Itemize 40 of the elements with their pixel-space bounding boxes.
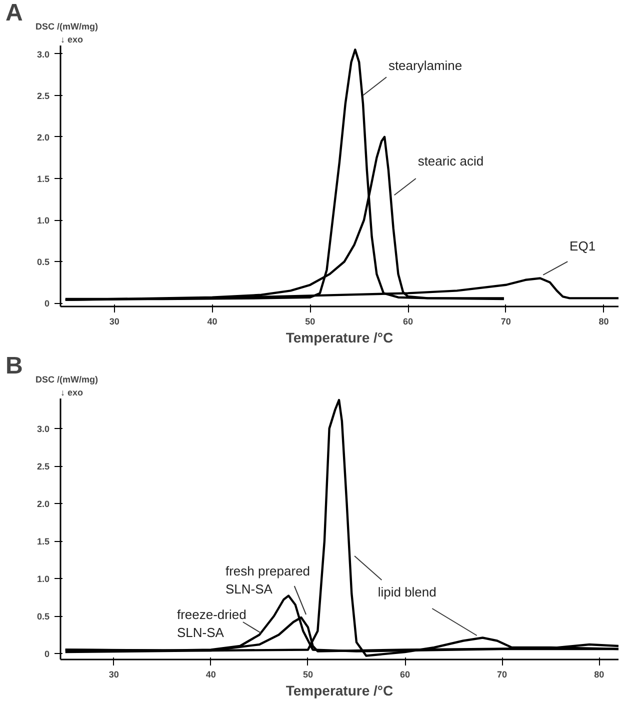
y-tick-label: 2.5 <box>36 90 50 101</box>
y-tick-label: 0.5 <box>36 612 50 622</box>
x-tick-label: 70 <box>500 316 511 326</box>
x-tick-label: 40 <box>207 316 218 326</box>
series-label: freeze-dried SLN-SA <box>176 607 246 640</box>
x-tick-label: 80 <box>594 670 604 680</box>
y-tick-label: 1.5 <box>36 174 50 184</box>
text: ↓ exo <box>60 34 84 44</box>
y-tick-label: 3.0 <box>36 424 50 434</box>
series-label: lipid blend <box>378 584 436 600</box>
y-tick-label: 1.0 <box>36 216 50 226</box>
y-tick-label: 0.5 <box>36 257 50 268</box>
x-tick-label: 40 <box>206 670 216 680</box>
x-tick-label: 50 <box>305 316 316 326</box>
text: ↓ exo <box>60 388 84 398</box>
chart-title: A <box>6 0 23 26</box>
y-tick-label: 0 <box>44 298 50 309</box>
x-axis-title: Temperature /°C <box>286 682 394 698</box>
x-tick-label: 60 <box>403 316 414 326</box>
x-tick-label: 70 <box>497 670 508 680</box>
y-tick-label: 1.5 <box>36 536 50 546</box>
x-tick-label: 30 <box>108 670 119 680</box>
series-label: fresh prepared SLN-SA <box>225 564 310 596</box>
x-tick-label: 80 <box>598 316 609 326</box>
y-tick-label: 2.5 <box>36 462 50 472</box>
y-tick-label: 2.0 <box>36 132 50 142</box>
text: stearic acid <box>418 154 484 169</box>
y-tick-label: 0 <box>44 649 50 659</box>
x-axis-title: Temperature /°C <box>286 330 394 346</box>
y-tick-label: 1.0 <box>36 574 50 584</box>
text: EQ1 <box>570 238 596 254</box>
x-tick-label: 50 <box>302 670 313 680</box>
x-tick-label: 30 <box>109 316 120 326</box>
chart-title: B <box>6 352 23 380</box>
y-tick-label: 3.0 <box>36 49 50 60</box>
text: stearylamine <box>388 58 462 73</box>
y-tick-label: 2.0 <box>36 499 50 509</box>
y-axis-title: DSC /(mW/mg) <box>36 22 98 32</box>
x-tick-label: 60 <box>400 670 410 680</box>
y-axis-title: DSC /(mW/mg) <box>36 374 98 384</box>
